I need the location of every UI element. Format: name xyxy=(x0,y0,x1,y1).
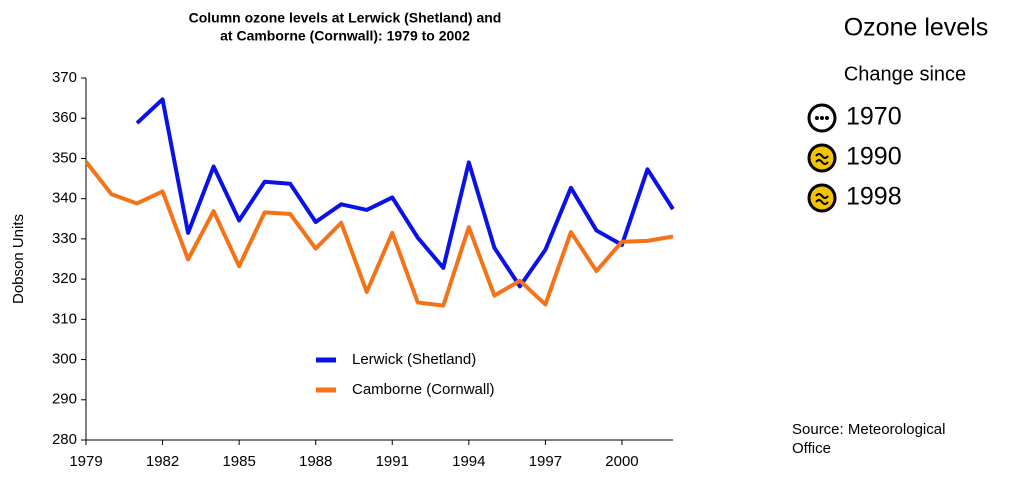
chart-title: at Camborne (Cornwall): 1979 to 2002 xyxy=(220,28,470,44)
series-line xyxy=(135,97,675,289)
panel-title: Ozone levels xyxy=(844,14,989,42)
x-tick-label: 1991 xyxy=(376,453,409,470)
x-tick-label: 1985 xyxy=(222,453,255,470)
panel-year: 1990 xyxy=(846,143,902,171)
icon-circle xyxy=(807,183,837,213)
x-tick-label: 1979 xyxy=(69,453,102,470)
panel-icon xyxy=(807,143,837,173)
icon-dot xyxy=(815,116,819,120)
y-axis-label: Dobson Units xyxy=(10,214,27,304)
y-tick-label: 280 xyxy=(52,431,77,448)
legend-label: Camborne (Cornwall) xyxy=(352,381,495,398)
icon-wave xyxy=(815,199,829,205)
series-line xyxy=(84,160,674,308)
x-tick-label: 1997 xyxy=(529,453,562,470)
y-tick-label: 300 xyxy=(52,351,77,368)
y-tick-label: 320 xyxy=(52,270,77,287)
x-tick-label: 1988 xyxy=(299,453,332,470)
icon-dot xyxy=(820,116,824,120)
panel-icon xyxy=(807,103,837,133)
icon-circle xyxy=(807,143,837,173)
chart-title: Column ozone levels at Lerwick (Shetland… xyxy=(189,10,502,26)
y-tick-label: 290 xyxy=(52,391,77,408)
x-tick-label: 1994 xyxy=(452,453,485,470)
icon-dot xyxy=(825,116,829,120)
icon-wave xyxy=(815,159,829,165)
panel-year: 1998 xyxy=(846,183,902,211)
y-tick-label: 310 xyxy=(52,310,77,327)
x-tick-label: 1982 xyxy=(146,453,179,470)
panel-icon xyxy=(807,183,837,213)
icon-wave xyxy=(815,193,829,199)
y-tick-label: 350 xyxy=(52,149,77,166)
y-tick-label: 340 xyxy=(52,190,77,207)
icon-wave xyxy=(815,153,829,159)
y-tick-label: 360 xyxy=(52,109,77,126)
legend-label: Lerwick (Shetland) xyxy=(352,351,476,368)
y-tick-label: 370 xyxy=(52,69,77,86)
source: Source: Meteorological Office xyxy=(792,421,946,457)
x-tick-label: 2000 xyxy=(605,453,638,470)
panel-year: 1970 xyxy=(846,103,902,131)
y-tick-label: 330 xyxy=(52,230,77,247)
panel-subtitle: Change since xyxy=(844,63,966,85)
